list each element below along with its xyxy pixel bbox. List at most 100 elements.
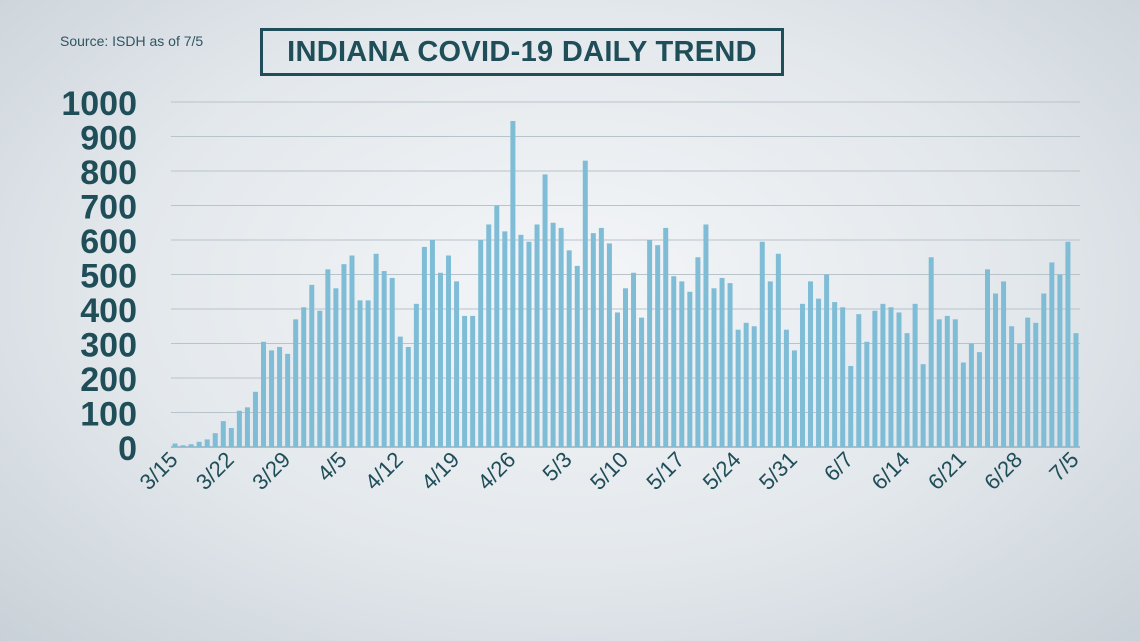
bar xyxy=(1057,274,1063,447)
bar xyxy=(598,227,604,447)
bar xyxy=(293,319,299,447)
bar xyxy=(558,227,564,447)
bar xyxy=(719,277,725,447)
y-tick-label: 100 xyxy=(80,396,137,434)
bar xyxy=(454,281,460,447)
x-tick-label: 3/29 xyxy=(247,447,295,495)
x-axis-ticks: 3/15 3/22 3/29 4/5 4/12 4/19 4/26 5/3 5/10 5/17 5/… xyxy=(135,447,1084,495)
bar xyxy=(1017,343,1023,447)
bar xyxy=(261,341,267,447)
bar xyxy=(695,257,701,447)
bar xyxy=(888,307,894,447)
bar xyxy=(920,364,926,447)
bar xyxy=(180,445,186,447)
bar xyxy=(236,410,242,447)
x-tick-label: 7/5 xyxy=(1044,447,1083,486)
bar xyxy=(188,444,194,447)
bar xyxy=(639,317,645,448)
y-tick-label: 0 xyxy=(118,430,137,468)
x-tick-label: 6/14 xyxy=(867,447,915,495)
y-tick-label: 1000 xyxy=(61,85,137,123)
bar xyxy=(172,443,178,447)
y-tick-label: 800 xyxy=(80,154,137,192)
bar xyxy=(1049,262,1055,447)
bar xyxy=(494,205,500,447)
bar xyxy=(204,439,210,447)
bar xyxy=(735,329,741,447)
bar xyxy=(397,336,403,447)
bar xyxy=(470,315,476,447)
bar xyxy=(743,322,749,447)
bar xyxy=(968,343,974,447)
bar xyxy=(1033,322,1039,447)
bar xyxy=(518,234,524,447)
bar xyxy=(542,174,548,447)
bar xyxy=(687,291,693,447)
bar xyxy=(799,303,805,447)
x-tick-label: 3/22 xyxy=(191,447,239,495)
bar xyxy=(606,243,612,447)
bar xyxy=(381,271,387,447)
bar xyxy=(960,362,966,447)
bar xyxy=(840,307,846,447)
bar xyxy=(791,350,797,447)
bar xyxy=(679,281,685,447)
bar xyxy=(582,160,588,447)
chart-title: INDIANA COVID-19 DAILY TREND xyxy=(260,28,784,76)
bar xyxy=(478,240,484,447)
bar xyxy=(325,269,331,447)
bar xyxy=(703,224,709,447)
bar xyxy=(373,253,379,447)
bar xyxy=(872,310,878,447)
x-tick-label: 4/12 xyxy=(360,447,408,495)
bar xyxy=(437,272,443,447)
x-tick-label: 5/3 xyxy=(537,447,576,486)
bar xyxy=(655,245,661,447)
bar xyxy=(783,329,789,447)
bar xyxy=(309,284,315,447)
bars xyxy=(172,120,1079,448)
bar xyxy=(671,276,677,447)
bar xyxy=(269,350,275,447)
bar xyxy=(614,312,620,447)
x-tick-label: 5/10 xyxy=(585,447,633,495)
bar xyxy=(244,407,250,447)
bar xyxy=(775,253,781,447)
bar xyxy=(1009,326,1015,447)
bar xyxy=(631,272,637,447)
y-tick-label: 900 xyxy=(80,120,137,158)
x-tick-label: 5/17 xyxy=(641,447,689,495)
bar xyxy=(365,300,371,448)
bar xyxy=(928,257,934,447)
x-tick-label: 5/24 xyxy=(698,447,746,495)
bar xyxy=(751,326,757,447)
bar xyxy=(985,269,990,447)
y-tick-label: 600 xyxy=(80,223,137,261)
bar xyxy=(1065,241,1071,447)
bar xyxy=(341,264,347,447)
x-tick-label: 4/19 xyxy=(416,447,464,495)
bar xyxy=(816,298,822,447)
bar xyxy=(912,303,918,447)
bar xyxy=(904,333,910,447)
bar xyxy=(727,283,733,448)
bar xyxy=(429,240,435,447)
bar xyxy=(421,246,427,447)
y-tick-label: 500 xyxy=(80,258,137,296)
bar xyxy=(767,281,773,447)
bar xyxy=(952,319,958,447)
bar xyxy=(663,227,669,447)
bar xyxy=(333,288,339,447)
x-tick-label: 5/31 xyxy=(754,447,802,495)
bar xyxy=(647,240,653,447)
bar xyxy=(252,391,258,447)
bar xyxy=(832,302,838,447)
bar xyxy=(446,255,452,447)
y-tick-label: 400 xyxy=(80,292,137,330)
bar xyxy=(277,346,283,447)
bar xyxy=(848,365,854,447)
bar xyxy=(566,250,572,447)
bar xyxy=(357,300,363,448)
